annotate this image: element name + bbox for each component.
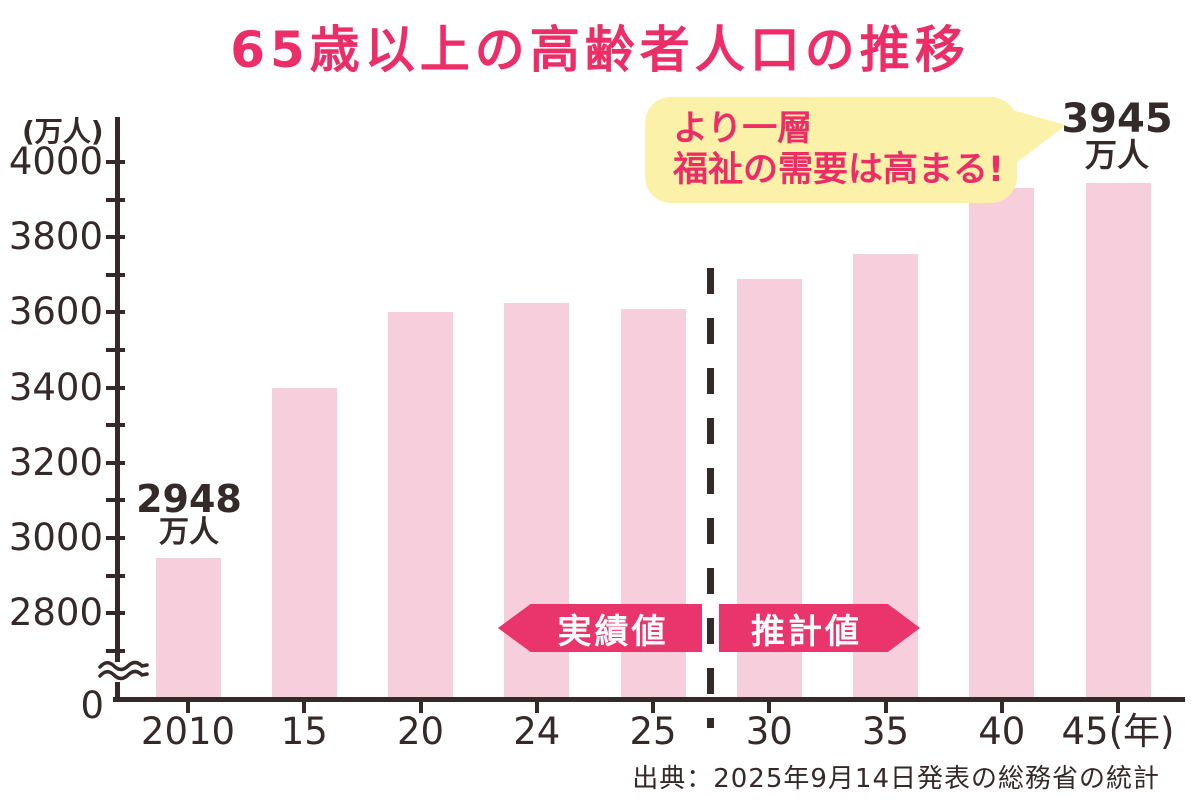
x-label-2: 15	[280, 710, 328, 753]
y-tick-3400	[106, 385, 125, 390]
y-tick-3000	[106, 536, 125, 540]
last-bar-value-label: 3945 万人	[1047, 96, 1187, 174]
actual-estimate-divider-line	[707, 268, 714, 728]
bar-2010	[155, 557, 221, 697]
y-tick-3300	[106, 423, 125, 428]
x-label-8: 40	[978, 710, 1026, 753]
first-bar-value-label: 2948 万人	[119, 477, 259, 550]
x-tick-8	[999, 700, 1004, 713]
x-tick-3	[418, 700, 423, 713]
callout-bubble-line1: より一層	[673, 109, 813, 149]
y-axis-unit-label: (万人)	[22, 115, 104, 148]
actual-values-banner-label: 実績値	[557, 611, 669, 652]
x-tick-2	[302, 700, 307, 713]
y-tick-label-3800: 3800	[8, 215, 103, 259]
x-label-5: 25	[629, 710, 677, 753]
bar-45	[1085, 182, 1151, 697]
y-tick-label-3400: 3400	[8, 365, 103, 409]
x-tick-7	[883, 700, 888, 713]
y-axis-zero-label: 0	[80, 684, 104, 727]
first-bar-value-unit: 万人	[159, 515, 219, 550]
y-tick-3200	[106, 460, 125, 465]
x-label-7: 35	[861, 710, 910, 753]
callout-bubble: より一層 福祉の需要は高まる!	[645, 97, 1017, 203]
y-tick-label-3600: 3600	[8, 290, 103, 334]
x-tick-9	[1116, 700, 1120, 713]
y-tick-3100	[106, 498, 125, 503]
x-label-9: 45(年)	[1061, 710, 1175, 753]
x-tick-6	[767, 700, 772, 713]
y-tick-2900	[106, 573, 125, 578]
bar-20	[388, 312, 453, 697]
y-tick-4000	[106, 160, 125, 164]
y-axis-line	[115, 117, 120, 701]
estimate-values-banner-label: 推計値	[751, 611, 862, 652]
callout-bubble-line2: 福祉の需要は高まる!	[673, 150, 1004, 190]
estimate-values-banner: 推計値	[719, 604, 920, 652]
y-tick-3800	[106, 235, 125, 240]
x-tick-4	[534, 700, 539, 713]
y-tick-3600	[106, 310, 125, 315]
y-tick-label-3200: 3200	[8, 440, 103, 484]
x-label-6: 30	[745, 710, 793, 753]
x-tick-1	[186, 700, 190, 713]
y-tick-3700	[106, 272, 125, 277]
last-bar-value-unit: 万人	[1084, 136, 1149, 174]
last-bar-value: 3945	[1061, 96, 1173, 142]
axis-break-icon	[97, 660, 155, 682]
x-axis-line	[113, 697, 1185, 702]
actual-values-banner: 実績値	[498, 604, 702, 652]
y-tick-3500	[106, 348, 125, 352]
bar-15	[271, 387, 337, 697]
first-bar-value: 2948	[136, 477, 242, 521]
y-tick-2800	[106, 611, 125, 616]
y-tick-2700	[106, 648, 125, 653]
x-label-3: 20	[396, 710, 445, 753]
x-label-4: 24	[513, 710, 561, 753]
chart-title: 65歳以上の高齢者人口の推移	[230, 21, 970, 79]
y-tick-label-4000: 4000	[8, 140, 103, 183]
y-tick-3900	[106, 197, 125, 202]
x-label-1: 2010	[140, 710, 236, 753]
bar-40	[969, 188, 1035, 697]
y-tick-label-2800: 2800	[8, 591, 103, 635]
y-tick-label-3000: 3000	[8, 516, 103, 559]
source-note: 出典：2025年9月14日発表の総務省の統計	[632, 764, 1160, 794]
x-tick-5	[651, 700, 655, 713]
